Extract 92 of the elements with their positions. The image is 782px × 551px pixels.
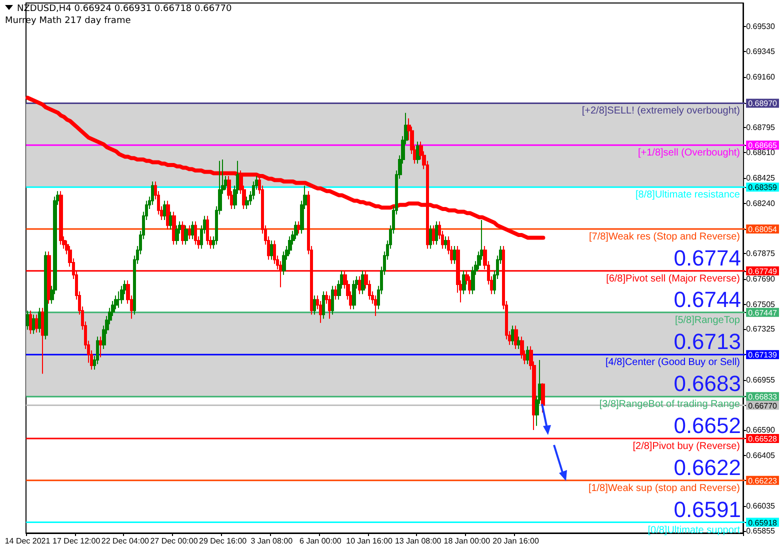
- annotation: 0.6744: [674, 286, 741, 312]
- annotation: 0.6713: [674, 329, 741, 354]
- x-tick-label: 29 Dec 16:00: [199, 536, 248, 546]
- y-tick-label: 0.68795: [746, 122, 776, 132]
- y-tick-label: 0.66833: [748, 392, 778, 402]
- candlestick: [352, 280, 356, 310]
- ref-line-label: [8/8]Ultimate resistance: [636, 190, 740, 201]
- x-tick-label: 20 Jan 16:00: [492, 536, 540, 546]
- y-tick-label: 0.68665: [748, 141, 778, 150]
- candlestick: [517, 336, 521, 350]
- candlestick: [511, 325, 514, 346]
- y-tick-label: 0.65918: [748, 518, 778, 528]
- x-tick-label: 27 Dec 00:00: [150, 536, 198, 546]
- candlestick: [99, 336, 103, 358]
- candlestick: [432, 224, 435, 246]
- candlestick: [334, 285, 337, 300]
- candlestick: [166, 200, 170, 230]
- candlestick: [172, 211, 176, 246]
- y-tick-label: 0.69345: [746, 47, 776, 56]
- ref-line-label: [7/8]Weak res (Stop and Reverse): [589, 232, 740, 243]
- y-tick-label: 0.68425: [746, 174, 776, 183]
- y-tick-label: 0.66770: [748, 401, 778, 410]
- x-tick-label: 3 Jan 08:00: [250, 536, 294, 546]
- y-tick-label: 0.66528: [748, 434, 778, 444]
- y-tick-label: 0.67325: [746, 324, 776, 334]
- candlestick: [38, 307, 41, 334]
- y-tick-label: 0.69160: [746, 72, 776, 82]
- candlestick: [188, 224, 191, 240]
- y-tick-label: 0.66955: [746, 375, 776, 384]
- candlestick: [453, 246, 456, 264]
- annotation: 0.6652: [674, 413, 741, 438]
- candlestick: [59, 190, 63, 246]
- candlestick: [26, 310, 29, 330]
- candlestick: [35, 314, 38, 334]
- candlestick: [175, 224, 179, 246]
- x-tick-label: 22 Dec 04:00: [101, 536, 150, 546]
- candlestick: [184, 224, 188, 246]
- annotation: 0.6774: [674, 245, 741, 270]
- candlestick: [322, 290, 325, 320]
- annotation: 0.6622: [674, 454, 741, 480]
- candlestick: [206, 215, 209, 246]
- x-tick-label: 10 Jan 16:00: [346, 536, 393, 546]
- x-tick-label: 18 Jan 00:00: [444, 536, 491, 546]
- y-tick-label: 0.66405: [746, 450, 776, 460]
- candlestick: [435, 220, 438, 246]
- ref-line-label: [4/8]Center (Good Buy or Sell): [605, 357, 740, 368]
- candlestick: [29, 310, 32, 334]
- y-tick-label: 0.67505: [746, 300, 776, 309]
- ref-line-label: [3/8]RangeBot of trading Range: [599, 399, 740, 410]
- ref-line-label: [+1/8]sell (Overbought): [638, 148, 740, 159]
- y-tick-label: 0.67749: [748, 266, 778, 276]
- annotation: 0.6683: [674, 371, 741, 396]
- candlestick: [191, 220, 194, 240]
- candlestick: [328, 294, 331, 320]
- ref-line-label: [6/8]Pivot sell (Major Reverse): [606, 273, 740, 284]
- y-tick-label: 0.67690: [746, 274, 776, 284]
- candlestick: [514, 325, 518, 350]
- y-tick-label: 0.68610: [746, 148, 776, 158]
- y-tick-label: 0.67447: [748, 308, 778, 318]
- candlestick: [41, 307, 45, 374]
- ref-line-label: [5/8]RangeTop: [674, 314, 740, 326]
- y-tick-label: 0.68359: [748, 183, 778, 192]
- x-tick-label: 13 Jan 08:00: [394, 536, 442, 546]
- ref-line-label: [+2/8]SELL! (extremely overbought): [582, 106, 740, 117]
- y-tick-label: 0.68054: [748, 225, 778, 234]
- candlestick: [313, 294, 316, 316]
- y-tick-label: 0.65855: [746, 526, 776, 536]
- candlestick: [331, 285, 334, 316]
- y-tick-label: 0.66590: [746, 426, 776, 435]
- y-tick-label: 0.66035: [746, 502, 776, 511]
- y-tick-label: 0.66223: [748, 476, 778, 486]
- x-tick-label: 6 Jan 00:00: [300, 536, 342, 546]
- candlestick: [270, 240, 273, 260]
- candlestick: [429, 224, 432, 250]
- candlestick: [361, 270, 365, 295]
- y-tick-label: 0.68240: [746, 198, 776, 208]
- candlestick: [462, 270, 466, 295]
- y-tick-label: 0.68970: [748, 99, 778, 108]
- candlestick: [151, 180, 154, 206]
- y-tick-label: 0.69530: [746, 22, 776, 31]
- y-tick-label: 0.67875: [746, 249, 776, 258]
- ref-line-label: [2/8]Pivot buy (Reverse): [632, 441, 740, 452]
- candlestick: [444, 236, 447, 250]
- x-tick-label: 14 Dec 2021: [4, 536, 51, 546]
- x-tick-label: 17 Dec 12:00: [52, 536, 101, 546]
- annotation: 0.6591: [674, 496, 741, 522]
- ref-line-label: [1/8]Weak sup (stop and Reverse): [588, 482, 740, 494]
- candlestick: [297, 220, 301, 234]
- candlestick: [374, 294, 377, 317]
- candlestick: [32, 314, 35, 334]
- candlestick: [194, 220, 197, 246]
- y-tick-label: 0.67139: [748, 350, 778, 360]
